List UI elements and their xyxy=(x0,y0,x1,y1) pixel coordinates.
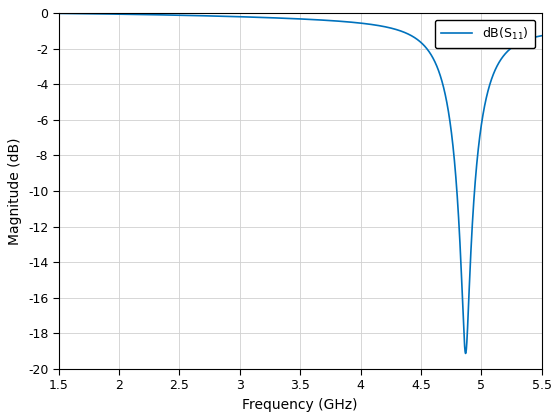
dB(S$_{11}$) xyxy=(75,11,82,16)
dB(S$_{11}$) xyxy=(513,42,520,47)
Line: dB(S$_{11}$): dB(S$_{11}$) xyxy=(59,13,542,354)
dB(S$_{11}$) xyxy=(55,11,62,16)
Legend: dB(S$_{11}$): dB(S$_{11}$) xyxy=(435,20,535,48)
dB(S$_{11}$) xyxy=(58,11,64,16)
dB(S$_{11}$) xyxy=(150,12,157,17)
dB(S$_{11}$) xyxy=(84,11,91,16)
dB(S$_{11}$) xyxy=(462,351,469,356)
dB(S$_{11}$) xyxy=(291,16,298,21)
dB(S$_{11}$) xyxy=(538,33,545,38)
X-axis label: Frequency (GHz): Frequency (GHz) xyxy=(242,398,358,412)
Y-axis label: Magnitude (dB): Magnitude (dB) xyxy=(8,137,22,245)
